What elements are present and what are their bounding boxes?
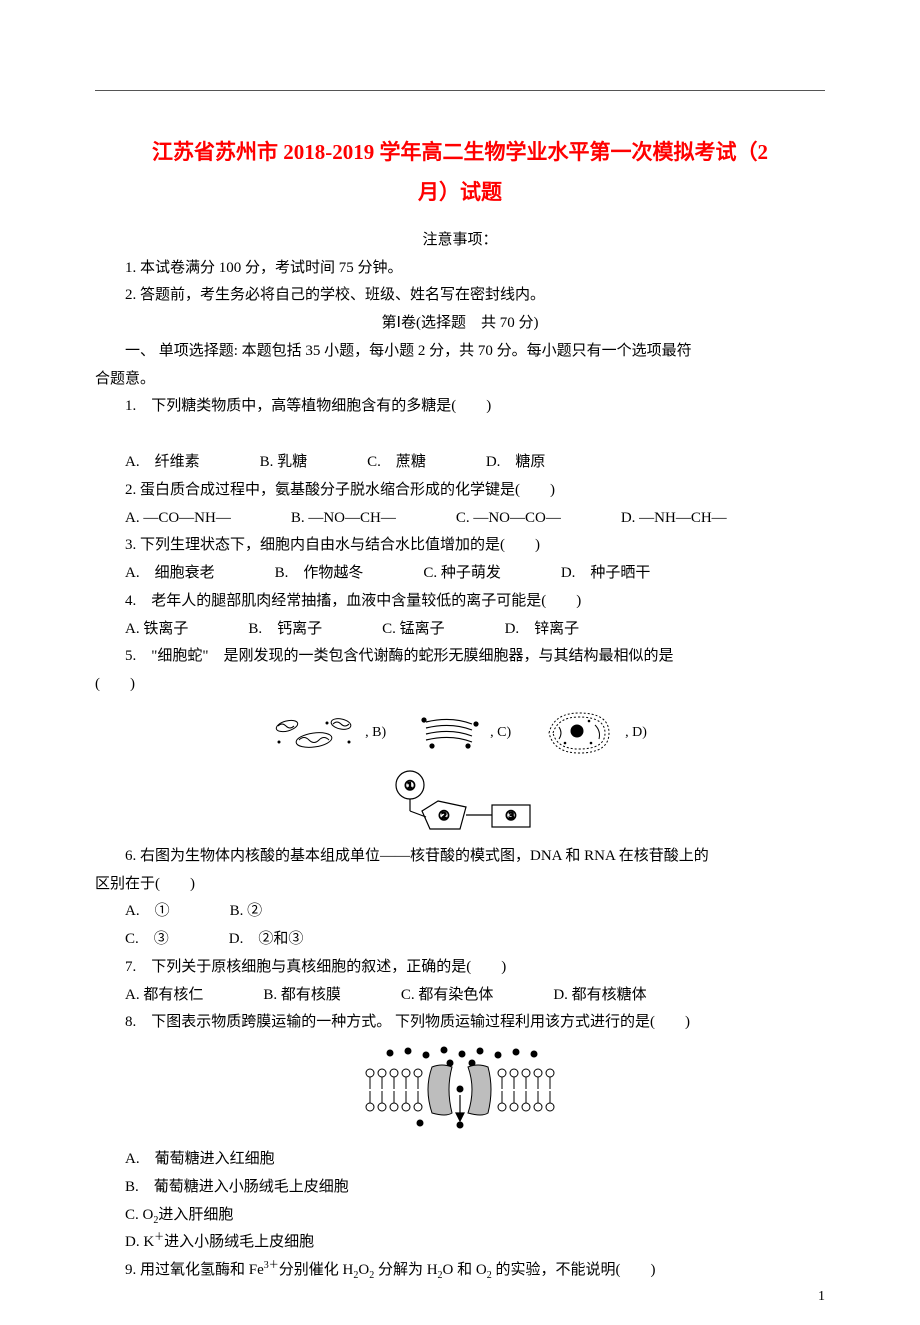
q6-options-1: A. ① B. ② (95, 898, 825, 926)
q1-stem: 1. 下列糖类物质中，高等植物细胞含有的多糖是( ) (95, 393, 825, 421)
q9-p1: 9. 用过氧化氢酶和 Fe (125, 1262, 264, 1278)
top-divider (95, 90, 825, 91)
q8-option-b: B. 葡萄糖进入小肠绒毛上皮细胞 (95, 1174, 825, 1202)
q8-optd-prefix: D. K (125, 1234, 154, 1250)
q5-stem-1: 5. "细胞蛇" 是刚发现的一类包含代谢酶的蛇形无膜细胞器，与其结构最相似的是 (95, 643, 825, 671)
q8-optc-prefix: C. O (125, 1207, 153, 1223)
organelle-c-icon (414, 712, 484, 754)
q2-options: A. —CO—NH— B. —NO—CH— C. —NO—CO— D. —NH—… (95, 505, 825, 533)
q9-p5: O 和 O (443, 1262, 487, 1278)
q9-stem: 9. 用过氧化氢酶和 Fe3＋分别催化 H2O2 分解为 H2O 和 O2 的实… (95, 1257, 825, 1285)
organelle-b-icon (269, 712, 359, 754)
q9-p2: 分别催化 H (279, 1262, 354, 1278)
notice-1: 1. 本试卷满分 100 分，考试时间 75 分钟。 (95, 255, 825, 283)
q7-options: A. 都有核仁 B. 都有核膜 C. 都有染色体 D. 都有核糖体 (95, 982, 825, 1010)
notice-2: 2. 答题前，考生务必将自己的学校、班级、姓名写在密封线内。 (95, 282, 825, 310)
document-title: 江苏省苏州市 2018-2019 学年高二生物学业水平第一次模拟考试（2 月）试… (95, 133, 825, 213)
q9-p3: O (358, 1262, 369, 1278)
q5-c-label: , C) (490, 725, 511, 740)
notice-header: 注意事项： (95, 227, 825, 255)
q6-figure-row: ① ② ③ (95, 767, 825, 837)
q3-stem: 3. 下列生理状态下，细胞内自由水与结合水比值增加的是( ) (95, 532, 825, 560)
q7-stem: 7. 下列关于原核细胞与真核细胞的叙述，正确的是( ) (95, 954, 825, 982)
q8-option-d: D. K＋进入小肠绒毛上皮细胞 (95, 1229, 825, 1257)
q8-option-c: C. O2进入肝细胞 (95, 1202, 825, 1230)
q6-stem-1: 6. 右图为生物体内核酸的基本组成单位——核苷酸的模式图，DNA 和 RNA 在… (95, 843, 825, 871)
part-header: 第Ⅰ卷(选择题 共 70 分) (95, 310, 825, 338)
q2-stem: 2. 蛋白质合成过程中，氨基酸分子脱水缩合形成的化学键是( ) (95, 477, 825, 505)
section-intro-2: 合题意。 (95, 366, 825, 394)
q4-stem: 4. 老年人的腿部肌肉经常抽搐，血液中含量较低的离子可能是( ) (95, 588, 825, 616)
q5-figure-row: , B) , C) , D) (95, 707, 825, 759)
svg-text:③: ③ (505, 808, 517, 823)
q8-optc-suffix: 进入肝细胞 (158, 1207, 233, 1223)
title-line-1: 江苏省苏州市 2018-2019 学年高二生物学业水平第一次模拟考试（2 (152, 140, 768, 164)
q9-p4: 分解为 H (374, 1262, 437, 1278)
page-number: 1 (818, 1289, 825, 1305)
organelle-d-icon (539, 707, 619, 759)
q6-stem-2: 区别在于( ) (95, 871, 825, 899)
q5-stem-2: ( ) (95, 671, 825, 699)
title-line-2: 月）试题 (418, 180, 502, 204)
section-intro-1: 一、 单项选择题: 本题包括 35 小题，每小题 2 分，共 70 分。每小题只… (95, 338, 825, 366)
q9-sup1: 3＋ (264, 1260, 279, 1271)
q6-options-2: C. ③ D. ②和③ (95, 926, 825, 954)
q8-optd-suffix: 进入小肠绒毛上皮细胞 (164, 1234, 314, 1250)
nucleotide-icon: ① ② ③ (350, 767, 570, 837)
q1-options: A. 纤维素 B. 乳糖 C. 蔗糖 D. 糖原 (95, 449, 825, 477)
q4-options: A. 铁离子 B. 钙离子 C. 锰离子 D. 锌离子 (95, 616, 825, 644)
q8-option-a: A. 葡萄糖进入红细胞 (95, 1146, 825, 1174)
q5-d-label: , D) (625, 725, 647, 740)
q8-figure-row (95, 1043, 825, 1140)
q5-b-label: , B) (365, 725, 386, 740)
q8-stem: 8. 下图表示物质跨膜运输的一种方式。 下列物质运输过程利用该方式进行的是( ) (95, 1009, 825, 1037)
q9-p6: 的实验，不能说明( ) (492, 1262, 656, 1278)
membrane-transport-icon (350, 1043, 570, 1135)
q3-options: A. 细胞衰老 B. 作物越冬 C. 种子萌发 D. 种子晒干 (95, 560, 825, 588)
svg-text:②: ② (438, 808, 450, 823)
q8-optd-sup: ＋ (154, 1232, 164, 1243)
svg-text:①: ① (404, 778, 416, 793)
